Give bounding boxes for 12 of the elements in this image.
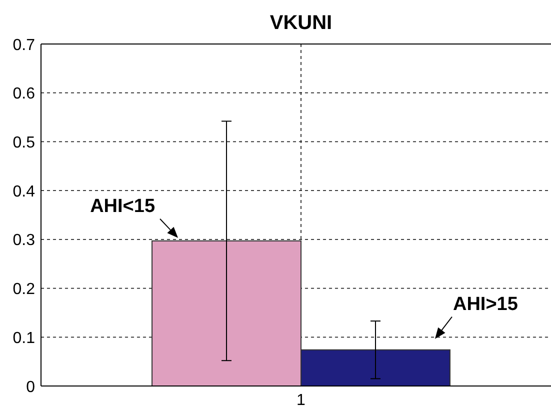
y-tick-label: 0.4 [12,183,36,200]
y-tick-label: 0 [26,378,36,396]
series-label: AHI>15 [452,294,518,315]
y-tick-label: 0.6 [12,86,36,103]
y-tick-label: 0.2 [12,281,36,298]
chart-title: VKUNI [270,12,332,34]
y-tick-label: 0.1 [12,330,36,347]
series-label: AHI<15 [90,196,156,217]
x-tick-label: 1 [296,392,306,408]
y-tick-label: 0.5 [12,134,36,152]
y-tick-label: 0.3 [12,232,36,250]
y-tick-label: 0.7 [12,36,36,54]
